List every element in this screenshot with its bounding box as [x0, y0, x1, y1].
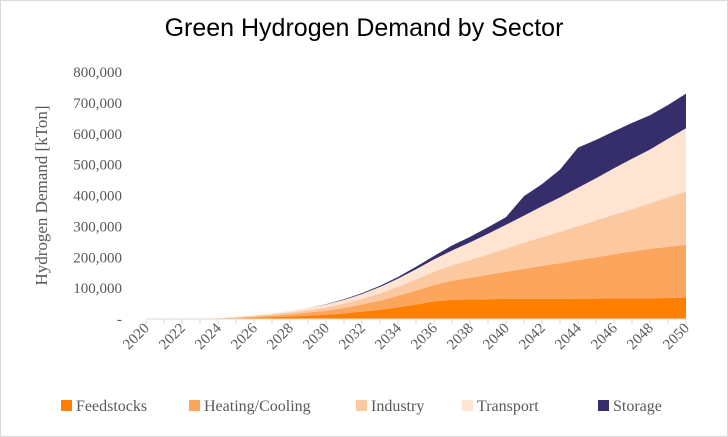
- x-tick-label: 2048: [624, 321, 657, 354]
- legend-swatch: [189, 400, 200, 411]
- x-tick-label: 2026: [228, 320, 261, 353]
- x-tick-label: 2036: [408, 320, 441, 353]
- y-tick-label: -: [117, 312, 122, 328]
- area-series-transport: [146, 128, 686, 319]
- legend-swatch: [462, 400, 473, 411]
- y-tick-label: 400,000: [73, 189, 122, 205]
- chart-title: Green Hydrogen Demand by Sector: [164, 14, 564, 42]
- area-series-feedstocks: [146, 298, 686, 319]
- y-tick-label: 300,000: [73, 219, 122, 235]
- x-tick-label: 2046: [588, 320, 621, 353]
- legend-label: Storage: [613, 398, 662, 415]
- y-tick-label: 100,000: [73, 281, 122, 297]
- x-tick-label: 2038: [444, 321, 477, 354]
- x-tick-label: 2024: [192, 320, 225, 353]
- legend-label: Industry: [371, 398, 424, 415]
- x-tick-label: 2020: [120, 321, 153, 354]
- area-series-heating-cooling: [146, 244, 686, 319]
- x-tick-label: 2022: [156, 321, 189, 354]
- y-tick-label: 200,000: [73, 250, 122, 266]
- y-tick-label: 600,000: [73, 127, 122, 143]
- x-tick-label: 2028: [264, 321, 297, 354]
- legend-swatch: [598, 400, 609, 411]
- y-tick-label: 700,000: [73, 96, 122, 112]
- x-tick-label: 2032: [336, 321, 369, 354]
- legend-swatch: [356, 400, 367, 411]
- x-tick-label: 2050: [660, 321, 693, 354]
- x-tick-label: 2034: [372, 320, 405, 353]
- legend-label: Transport: [477, 398, 539, 415]
- legend-label: Feedstocks: [76, 398, 147, 415]
- y-tick-label: 500,000: [73, 158, 122, 174]
- x-tick-label: 2044: [552, 320, 585, 353]
- y-axis-label: Hydrogen Demand [kTon]: [32, 105, 51, 285]
- legend-swatch: [61, 400, 72, 411]
- legend-label: Heating/Cooling: [204, 398, 311, 415]
- x-tick-label: 2042: [516, 321, 549, 354]
- area-series-industry: [146, 191, 686, 319]
- y-tick-label: 800,000: [73, 65, 122, 81]
- x-tick-label: 2030: [300, 321, 333, 354]
- x-tick-label: 2040: [480, 321, 513, 354]
